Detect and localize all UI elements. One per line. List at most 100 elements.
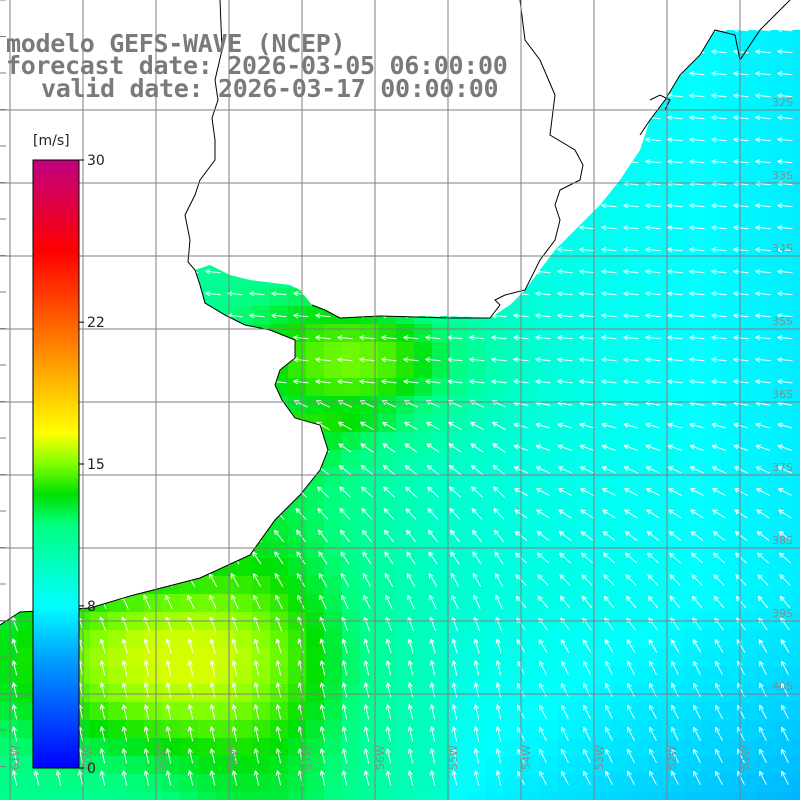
field-cell bbox=[396, 360, 415, 379]
field-cell bbox=[684, 468, 703, 487]
field-cell bbox=[720, 540, 739, 559]
field-cell bbox=[558, 378, 577, 397]
field-cell bbox=[468, 522, 487, 541]
field-cell bbox=[252, 738, 271, 757]
field-cell bbox=[792, 666, 800, 685]
field-cell bbox=[486, 378, 505, 397]
field-cell bbox=[126, 630, 145, 649]
field-cell bbox=[774, 630, 793, 649]
field-cell bbox=[54, 774, 73, 793]
field-cell bbox=[648, 594, 667, 613]
field-cell bbox=[630, 342, 649, 361]
field-cell bbox=[720, 648, 739, 667]
field-cell bbox=[702, 792, 721, 800]
field-cell bbox=[522, 450, 541, 469]
field-cell bbox=[792, 90, 800, 109]
field-cell bbox=[756, 630, 775, 649]
longitude-label: 58W bbox=[228, 745, 241, 770]
field-cell bbox=[414, 576, 433, 595]
field-cell bbox=[324, 576, 343, 595]
field-cell bbox=[684, 432, 703, 451]
field-cell bbox=[504, 522, 523, 541]
field-cell bbox=[594, 630, 613, 649]
field-cell bbox=[792, 72, 800, 91]
field-cell bbox=[666, 126, 685, 145]
field-cell bbox=[162, 666, 181, 685]
field-cell bbox=[450, 378, 469, 397]
field-cell bbox=[612, 504, 631, 523]
field-cell bbox=[504, 630, 523, 649]
field-cell bbox=[702, 252, 721, 271]
field-cell bbox=[720, 450, 739, 469]
field-cell bbox=[324, 792, 343, 800]
field-cell bbox=[720, 702, 739, 721]
field-cell bbox=[666, 198, 685, 217]
field-cell bbox=[270, 558, 289, 577]
field-cell bbox=[792, 432, 800, 451]
field-cell bbox=[450, 792, 469, 800]
field-cell bbox=[414, 324, 433, 343]
field-cell bbox=[630, 198, 649, 217]
field-cell bbox=[792, 396, 800, 415]
field-cell bbox=[774, 774, 793, 793]
field-cell bbox=[612, 522, 631, 541]
field-cell bbox=[324, 756, 343, 775]
field-cell bbox=[792, 558, 800, 577]
field-cell bbox=[450, 396, 469, 415]
field-cell bbox=[720, 90, 739, 109]
longitude-label: 56W bbox=[374, 745, 387, 770]
field-cell bbox=[720, 720, 739, 739]
field-cell bbox=[360, 324, 379, 343]
field-cell bbox=[756, 54, 775, 73]
field-cell bbox=[648, 144, 667, 163]
field-cell bbox=[486, 756, 505, 775]
field-cell bbox=[468, 504, 487, 523]
field-cell bbox=[36, 774, 55, 793]
field-cell bbox=[126, 666, 145, 685]
field-cell bbox=[594, 666, 613, 685]
field-cell bbox=[414, 630, 433, 649]
field-cell bbox=[90, 792, 109, 800]
field-cell bbox=[648, 126, 667, 145]
field-cell bbox=[414, 378, 433, 397]
field-cell bbox=[720, 198, 739, 217]
field-cell bbox=[666, 594, 685, 613]
field-cell bbox=[774, 54, 793, 73]
field-cell bbox=[648, 558, 667, 577]
field-cell bbox=[324, 648, 343, 667]
field-cell bbox=[324, 702, 343, 721]
field-cell bbox=[648, 432, 667, 451]
field-cell bbox=[792, 774, 800, 793]
field-cell bbox=[72, 792, 91, 800]
field-cell bbox=[666, 216, 685, 235]
field-cell bbox=[720, 126, 739, 145]
field-cell bbox=[792, 54, 800, 73]
field-cell bbox=[702, 72, 721, 91]
field-cell bbox=[774, 288, 793, 307]
field-cell bbox=[378, 468, 397, 487]
field-cell bbox=[396, 504, 415, 523]
field-cell bbox=[486, 468, 505, 487]
field-cell bbox=[738, 288, 757, 307]
field-cell bbox=[180, 666, 199, 685]
field-cell bbox=[792, 144, 800, 163]
field-cell bbox=[198, 756, 217, 775]
field-cell bbox=[792, 576, 800, 595]
field-cell bbox=[414, 396, 433, 415]
field-cell bbox=[396, 540, 415, 559]
field-cell bbox=[378, 324, 397, 343]
field-cell bbox=[216, 792, 235, 800]
field-cell bbox=[342, 414, 361, 433]
field-cell bbox=[792, 486, 800, 505]
field-cell bbox=[378, 486, 397, 505]
field-cell bbox=[720, 756, 739, 775]
field-cell bbox=[612, 630, 631, 649]
field-cell bbox=[576, 468, 595, 487]
field-cell bbox=[666, 720, 685, 739]
field-cell bbox=[594, 648, 613, 667]
field-cell bbox=[126, 792, 145, 800]
field-cell bbox=[252, 666, 271, 685]
field-cell bbox=[396, 324, 415, 343]
field-cell bbox=[648, 504, 667, 523]
field-cell bbox=[360, 576, 379, 595]
